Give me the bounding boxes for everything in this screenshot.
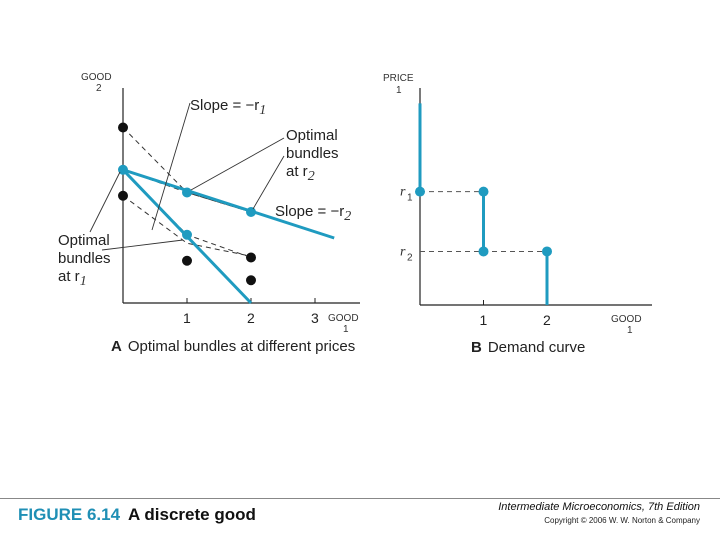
panel-b-ylabel-sub: 1 — [396, 85, 402, 96]
panel-a-tick-label: 2 — [247, 310, 255, 326]
panel-a-xlabel: GOOD — [328, 313, 359, 324]
slope-r1-annotation: Slope = −r1 — [151, 97, 266, 231]
bundle-point — [246, 252, 256, 263]
optimal-r2-line3: at r — [286, 163, 308, 180]
budget-line — [122, 168, 335, 240]
optimal-bundle-point — [182, 187, 192, 198]
demand-point — [415, 186, 425, 197]
panel-b-ticks: 1 2r 1r 2 — [400, 185, 551, 328]
svg-text:at r1: at r1 — [58, 268, 87, 289]
price-label-sub: 2 — [407, 252, 413, 263]
slope-r2-sub: 2 — [344, 209, 351, 224]
panel-a-tick-label: 3 — [311, 310, 319, 326]
optimal-r2-leader-2 — [252, 155, 285, 210]
optimal-r1-leader-2 — [101, 239, 184, 251]
optimal-bundle-point — [246, 207, 256, 217]
slope-r1-label: Slope = −r — [190, 97, 259, 114]
figure-title: A discrete good — [128, 505, 256, 524]
price-label: r — [400, 244, 406, 259]
book-credit: Intermediate Microeconomics, 7th Edition… — [498, 501, 700, 525]
panel-b-xlabel-sub: 1 — [627, 325, 633, 336]
optimal-r1-leader-1 — [89, 171, 121, 233]
svg-text:Slope = −r1: Slope = −r1 — [190, 97, 266, 118]
panel-a-ylabel: GOOD — [81, 72, 112, 83]
figure-label: FIGURE 6.14 — [18, 505, 121, 524]
panel-b-title: Demand curve — [488, 339, 586, 356]
slope-r1-leader — [151, 102, 191, 231]
optimal-r1-sub: 1 — [80, 274, 87, 289]
optimal-bundle-point — [182, 229, 192, 240]
panel-a-bundles — [118, 122, 256, 286]
price-label-sub: 1 — [407, 193, 413, 204]
optimal-r1-annotation: Optimal bundles at r1 — [58, 171, 184, 289]
bundle-point — [118, 190, 128, 201]
optimal-r2-sub: 2 — [308, 169, 315, 184]
price-label: r — [400, 185, 406, 200]
slope-r2-label: Slope = −r — [275, 203, 344, 220]
indifference-curve — [122, 169, 252, 258]
panel-b-tick-label: 2 — [543, 312, 551, 328]
demand-point — [478, 186, 489, 197]
optimal-r1-line2: bundles — [58, 250, 111, 267]
svg-text:at r2: at r2 — [286, 163, 315, 184]
footer-divider — [0, 498, 720, 499]
book-title: Intermediate Microeconomics, 7th Edition — [498, 501, 700, 513]
panel-b-xlabel: GOOD — [611, 314, 642, 325]
panel-b-tick-label: 1 — [480, 312, 488, 328]
panel-b: PRICE 1 GOOD 1 1 2r 1r 2 B Demand curve — [383, 73, 652, 356]
optimal-r2-line1: Optimal — [286, 127, 338, 144]
panel-a-letter: A — [111, 338, 122, 355]
panel-a-title: Optimal bundles at different prices — [128, 338, 355, 355]
demand-point — [478, 246, 489, 257]
optimal-r2-annotation: Optimal bundles at r2 — [190, 127, 339, 210]
optimal-r2-line2: bundles — [286, 145, 339, 162]
indifference-curve — [122, 127, 252, 213]
bundle-point — [182, 255, 192, 266]
bundle-point — [118, 122, 128, 133]
panel-a-budget-lines — [121, 168, 335, 305]
optimal-r1-line3: at r — [58, 268, 80, 285]
optimal-r2-leader-1 — [190, 137, 285, 191]
panel-b-demand — [415, 103, 552, 305]
panel-a-tick-label: 1 — [183, 310, 191, 326]
svg-text:Slope = −r2: Slope = −r2 — [275, 203, 351, 224]
figure-caption: FIGURE 6.14 A discrete good — [18, 505, 256, 525]
slope-r2-annotation: Slope = −r2 — [275, 203, 351, 224]
slope-r1-sub: 1 — [259, 103, 266, 118]
optimal-r1-line1: Optimal — [58, 232, 110, 249]
panel-b-ylabel: PRICE — [383, 73, 414, 84]
bundle-point — [246, 275, 256, 286]
panel-b-letter: B — [471, 339, 482, 356]
panel-a-xlabel-sub: 1 — [343, 324, 349, 335]
panel-a-ylabel-sub: 2 — [96, 83, 102, 94]
optimal-bundle-point — [118, 164, 128, 175]
book-copyright: Copyright © 2006 W. W. Norton & Company — [544, 516, 700, 525]
demand-point — [542, 246, 552, 257]
